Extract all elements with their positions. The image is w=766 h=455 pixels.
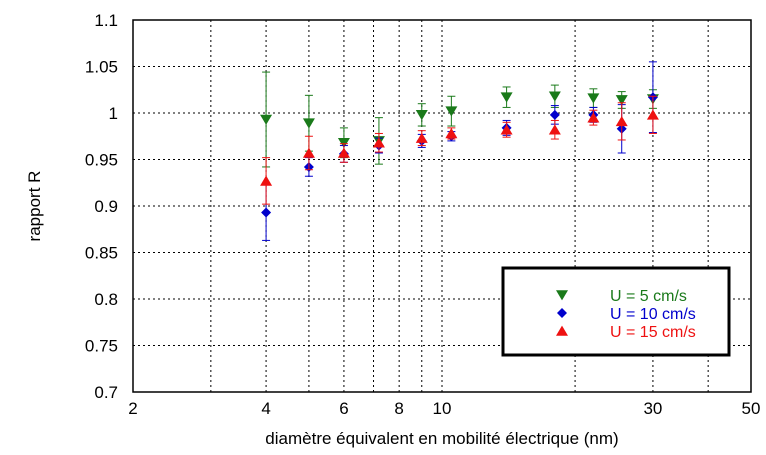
data-point bbox=[415, 132, 428, 143]
legend-marker bbox=[556, 325, 568, 336]
y-axis-label: rapport R bbox=[25, 171, 44, 242]
series-1 bbox=[260, 71, 659, 168]
plot-frame bbox=[132, 19, 752, 393]
x-axis-ticks: 2 4 6 8 10 30 50 bbox=[128, 399, 760, 418]
data-point bbox=[646, 109, 659, 120]
legend-box bbox=[501, 266, 731, 357]
data-point bbox=[500, 124, 513, 135]
legend-label: U = 5 cm/s bbox=[610, 288, 687, 305]
y-tick-label: 0.8 bbox=[94, 290, 118, 309]
y-tick-label: 0.85 bbox=[85, 244, 118, 263]
legend-label: U = 10 cm/s bbox=[610, 306, 696, 323]
y-axis-ticks: 0.7 0.75 0.8 0.85 0.9 0.95 1 1.05 1.1 bbox=[85, 11, 118, 402]
y-tick-label: 1.1 bbox=[94, 11, 118, 30]
data-point bbox=[260, 114, 273, 125]
data-point bbox=[587, 112, 600, 123]
data-point bbox=[302, 118, 315, 129]
x-tick-label: 2 bbox=[128, 399, 137, 418]
data-point bbox=[372, 137, 385, 148]
y-tick-label: 0.95 bbox=[85, 151, 118, 170]
x-axis-label: diamètre équivalent en mobilité électriq… bbox=[265, 429, 618, 448]
legend: U = 5 cm/sU = 10 cm/sU = 15 cm/s bbox=[501, 266, 731, 357]
legend-marker bbox=[556, 290, 568, 301]
data-point bbox=[548, 91, 561, 102]
data-point bbox=[549, 109, 560, 120]
y-tick-label: 0.9 bbox=[94, 197, 118, 216]
x-tick-label: 10 bbox=[433, 399, 452, 418]
y-tick-label: 1.05 bbox=[85, 58, 118, 77]
data-point bbox=[445, 106, 458, 117]
series-3 bbox=[260, 95, 659, 205]
data-point bbox=[615, 95, 628, 106]
data-point bbox=[445, 128, 458, 139]
legend-label: U = 15 cm/s bbox=[610, 324, 696, 341]
x-tick-label: 50 bbox=[742, 399, 761, 418]
x-tick-label: 4 bbox=[261, 399, 270, 418]
data-point bbox=[302, 147, 315, 158]
y-tick-label: 1 bbox=[109, 104, 118, 123]
x-tick-label: 6 bbox=[339, 399, 348, 418]
x-tick-label: 30 bbox=[643, 399, 662, 418]
x-tick-label: 8 bbox=[394, 399, 403, 418]
y-tick-label: 0.75 bbox=[85, 337, 118, 356]
data-point bbox=[415, 110, 428, 121]
data-point bbox=[548, 124, 561, 135]
data-point bbox=[260, 175, 273, 186]
y-tick-label: 0.7 bbox=[94, 383, 118, 402]
data-point bbox=[337, 147, 350, 158]
data-point bbox=[337, 137, 350, 149]
data-point bbox=[615, 115, 628, 127]
series-2 bbox=[261, 61, 658, 241]
data-point bbox=[261, 207, 272, 218]
data-marks bbox=[260, 61, 659, 241]
legend-marker bbox=[557, 308, 567, 318]
data-point bbox=[587, 93, 600, 104]
data-point bbox=[500, 92, 513, 103]
